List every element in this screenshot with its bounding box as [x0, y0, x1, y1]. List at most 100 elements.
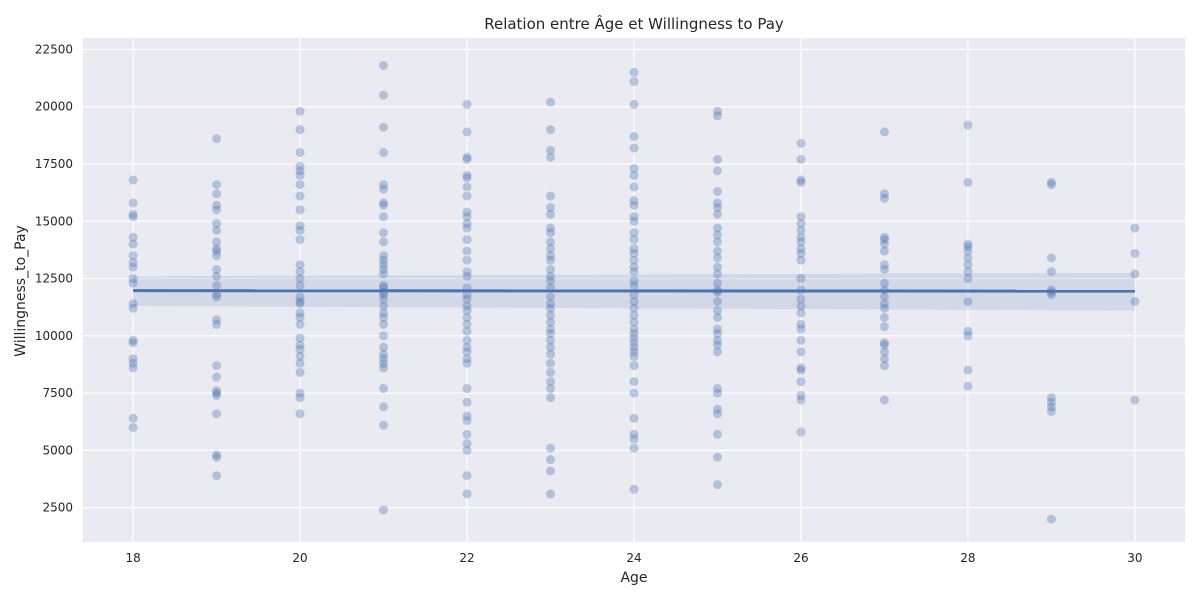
data-point: [796, 363, 806, 373]
x-tick-label: 22: [459, 551, 474, 565]
data-point: [212, 471, 222, 481]
y-tick-label: 20000: [35, 100, 73, 114]
data-point: [629, 67, 639, 77]
data-point: [629, 388, 639, 398]
x-tick-label: 20: [292, 551, 307, 565]
data-point: [212, 271, 222, 281]
data-point: [212, 219, 222, 229]
data-point: [546, 292, 556, 302]
data-point: [879, 246, 889, 256]
data-point: [629, 262, 639, 272]
data-point: [546, 349, 556, 359]
data-point: [963, 120, 973, 130]
data-point: [629, 342, 639, 352]
data-point: [546, 393, 556, 403]
data-point: [629, 296, 639, 306]
data-point: [546, 489, 556, 499]
data-point: [712, 347, 722, 357]
data-point: [629, 235, 639, 245]
data-point: [462, 354, 472, 364]
y-axis-label: Willingness_to_Pay: [13, 225, 29, 357]
data-point: [379, 384, 389, 394]
data-point: [295, 225, 305, 235]
data-point: [963, 246, 973, 256]
data-point: [546, 237, 556, 247]
data-point: [212, 388, 222, 398]
data-point: [546, 317, 556, 327]
data-point: [128, 209, 138, 219]
chart-title: Relation entre Âge et Willingness to Pay: [484, 14, 784, 33]
data-point: [629, 255, 639, 265]
data-point: [796, 335, 806, 345]
data-point: [379, 363, 389, 373]
data-point: [379, 354, 389, 364]
data-point: [1130, 223, 1140, 233]
data-point: [379, 198, 389, 208]
data-point: [629, 77, 639, 87]
data-point: [546, 342, 556, 352]
data-point: [379, 342, 389, 352]
data-point: [546, 335, 556, 345]
data-point: [629, 484, 639, 494]
data-point: [712, 384, 722, 394]
data-point: [212, 225, 222, 235]
data-point: [462, 342, 472, 352]
data-point: [629, 248, 639, 258]
data-point: [462, 397, 472, 407]
data-point: [379, 237, 389, 247]
data-point: [128, 335, 138, 345]
data-point: [546, 299, 556, 309]
data-point: [462, 182, 472, 192]
data-point: [379, 331, 389, 341]
data-point: [379, 264, 389, 274]
data-point: [712, 269, 722, 279]
data-point: [128, 363, 138, 373]
data-point: [295, 180, 305, 190]
data-point: [295, 296, 305, 306]
data-point: [379, 90, 389, 100]
data-point: [212, 386, 222, 396]
data-point: [629, 443, 639, 453]
x-tick-label: 18: [125, 551, 140, 565]
data-point: [629, 361, 639, 371]
y-tick-label: 17500: [35, 157, 73, 171]
data-point: [629, 170, 639, 180]
data-point: [712, 480, 722, 490]
y-tick-labels: 2500 5000 7500 10000 12500 15000 17500 20000 225…: [35, 42, 73, 514]
data-point: [629, 303, 639, 313]
data-point: [462, 416, 472, 426]
data-point: [629, 228, 639, 238]
data-point: [879, 292, 889, 302]
x-tick-label: 28: [960, 551, 975, 565]
data-point: [546, 271, 556, 281]
data-point: [462, 411, 472, 421]
data-point: [295, 333, 305, 343]
data-point: [128, 262, 138, 272]
data-point: [546, 255, 556, 265]
y-tick-label: 2500: [42, 501, 73, 515]
data-point: [462, 173, 472, 183]
data-point: [212, 292, 222, 302]
y-tick-label: 22500: [35, 42, 73, 56]
data-point: [295, 235, 305, 245]
data-point: [712, 329, 722, 339]
data-point: [128, 299, 138, 309]
data-point: [629, 347, 639, 357]
data-point: [963, 267, 973, 277]
data-point: [295, 148, 305, 158]
data-point: [462, 212, 472, 222]
data-point: [295, 274, 305, 284]
data-point: [379, 349, 389, 359]
data-point: [712, 404, 722, 414]
data-point: [712, 312, 722, 322]
data-point: [1046, 397, 1056, 407]
data-point: [462, 471, 472, 481]
data-point: [629, 212, 639, 222]
data-point: [712, 237, 722, 247]
data-point: [546, 209, 556, 219]
data-point: [379, 402, 389, 412]
data-point: [212, 361, 222, 371]
data-point: [379, 308, 389, 318]
data-point: [796, 395, 806, 405]
